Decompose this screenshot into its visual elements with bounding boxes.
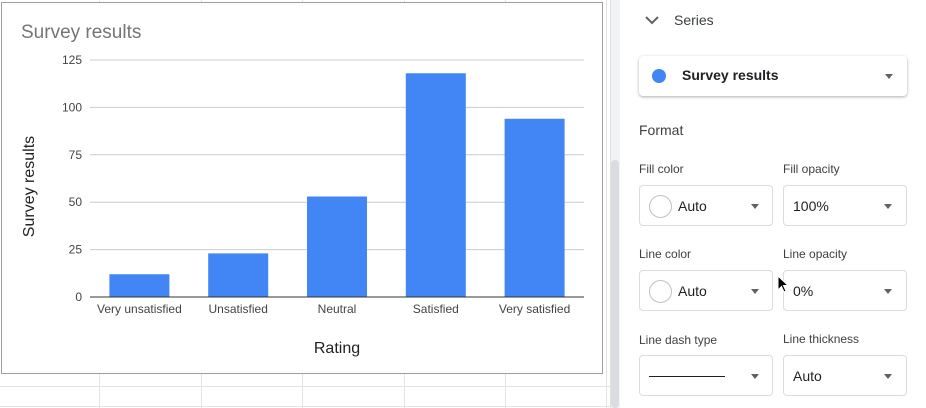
line-thickness-dropdown[interactable]: Auto <box>783 355 907 396</box>
series-dropdown-value: Survey results <box>682 67 779 83</box>
series-section-toggle[interactable]: Series <box>644 12 714 28</box>
chart-container[interactable]: Survey results 0 25 50 75 100 125 Very unsatis… <box>1 2 603 374</box>
format-heading: Format <box>639 122 684 138</box>
fill-color-value: Auto <box>678 198 707 214</box>
fill-color-label: Fill color <box>639 162 684 176</box>
y-tick-label: 75 <box>69 148 83 162</box>
dropdown-caret-icon <box>751 289 759 294</box>
spreadsheet-grid[interactable]: Survey results 0 25 50 75 100 125 Very unsatis… <box>0 0 610 408</box>
bar-chart[interactable]: 0 25 50 75 100 125 Very unsatisfied Unsatisfied… <box>2 3 602 373</box>
grid-line <box>0 406 610 407</box>
solid-line-icon <box>649 376 725 377</box>
line-opacity-label: Line opacity <box>783 247 848 261</box>
y-tick-label: 100 <box>62 100 82 114</box>
bar[interactable] <box>109 274 170 297</box>
color-swatch <box>649 195 672 218</box>
dropdown-caret-icon <box>751 204 759 209</box>
color-swatch <box>649 280 672 303</box>
x-tick-label: Very satisfied <box>499 302 570 316</box>
grid-line <box>0 386 610 387</box>
line-dash-dropdown[interactable] <box>639 355 773 396</box>
line-dash-label: Line dash type <box>639 333 718 347</box>
dropdown-caret-icon <box>885 74 893 79</box>
x-tick-label: Satisfied <box>413 302 459 316</box>
dropdown-caret-icon <box>751 374 759 379</box>
mouse-pointer-icon <box>777 275 789 293</box>
x-tick-label: Unsatisfied <box>209 302 268 316</box>
fill-color-dropdown[interactable]: Auto <box>639 185 773 226</box>
dropdown-caret-icon <box>884 374 892 379</box>
y-axis-title[interactable]: Survey results <box>21 136 38 237</box>
bar[interactable] <box>504 118 565 297</box>
x-tick-label: Neutral <box>318 302 357 316</box>
bar[interactable] <box>405 73 466 297</box>
fill-opacity-dropdown[interactable]: 100% <box>783 185 907 226</box>
series-color-dot <box>652 69 666 83</box>
line-color-dropdown[interactable]: Auto <box>639 270 773 311</box>
x-axis-title[interactable]: Rating <box>314 340 360 357</box>
bar[interactable] <box>208 253 269 297</box>
y-tick-label: 125 <box>62 53 82 67</box>
dropdown-caret-icon <box>884 289 892 294</box>
chevron-down-icon <box>645 16 659 25</box>
line-thickness-value: Auto <box>793 368 822 384</box>
line-opacity-value: 0% <box>793 283 814 299</box>
dropdown-caret-icon <box>884 204 892 209</box>
fill-opacity-value: 100% <box>793 198 829 214</box>
x-tick-label: Very unsatisfied <box>97 302 182 316</box>
line-color-label: Line color <box>639 247 692 261</box>
scrollbar-thumb[interactable] <box>611 160 619 408</box>
series-heading: Series <box>674 12 714 28</box>
chart-title[interactable]: Survey results <box>21 22 142 43</box>
y-tick-label: 50 <box>69 195 83 209</box>
bar[interactable] <box>307 196 367 297</box>
series-dropdown[interactable]: Survey results <box>639 56 907 96</box>
line-color-value: Auto <box>678 283 707 299</box>
fill-opacity-label: Fill opacity <box>783 162 840 176</box>
chart-editor-panel: Series Survey results Format Fill color … <box>620 0 926 408</box>
y-tick-label: 25 <box>69 243 83 257</box>
y-tick-label: 0 <box>75 290 82 304</box>
grid-line <box>606 0 607 408</box>
line-opacity-dropdown[interactable]: 0% <box>783 270 907 311</box>
line-thickness-label: Line thickness <box>783 332 860 346</box>
